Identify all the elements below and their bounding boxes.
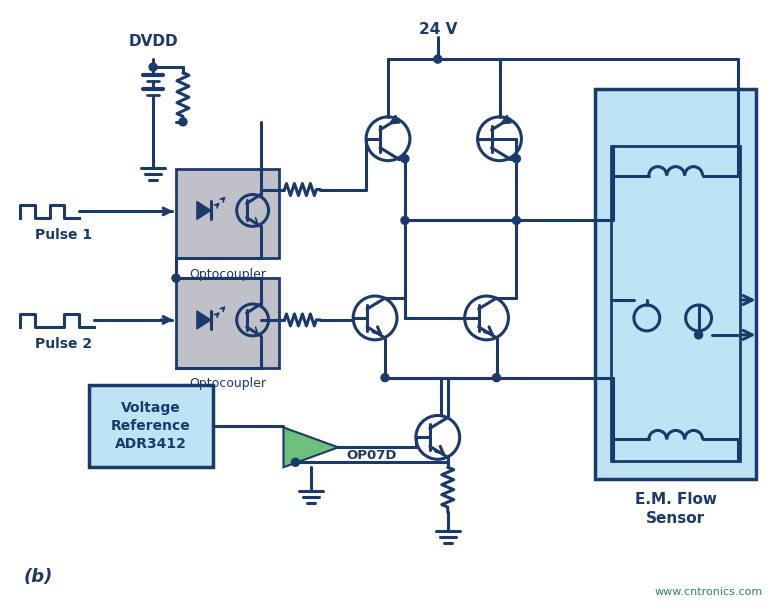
Polygon shape [197,311,211,329]
Polygon shape [284,428,339,467]
Circle shape [512,155,520,163]
Text: Pulse 2: Pulse 2 [35,337,92,351]
Text: Pulse 1: Pulse 1 [35,228,92,242]
Circle shape [179,118,187,126]
Polygon shape [197,202,211,219]
Text: www.cntronics.com: www.cntronics.com [654,586,762,597]
Text: Voltage
Reference
ADR3412: Voltage Reference ADR3412 [111,401,191,451]
Text: Optocoupler: Optocoupler [188,267,266,281]
Bar [176,169,278,258]
Text: DVDD: DVDD [128,34,178,49]
Circle shape [172,274,180,282]
Text: 24 V: 24 V [418,22,457,37]
Circle shape [694,331,702,339]
Text: (b): (b) [23,568,53,586]
Circle shape [401,216,409,224]
Circle shape [292,459,300,466]
Circle shape [381,374,389,382]
Circle shape [493,374,500,382]
Bar [89,385,213,467]
Circle shape [434,55,442,63]
Text: OP07D: OP07D [346,449,396,462]
Text: Optocoupler: Optocoupler [188,377,266,390]
Circle shape [401,155,409,163]
Bar [611,146,741,461]
Circle shape [512,216,520,224]
Bar [176,278,278,368]
Circle shape [149,63,157,71]
Bar [595,89,756,479]
Text: E.M. Flow
Sensor: E.M. Flow Sensor [635,491,716,526]
